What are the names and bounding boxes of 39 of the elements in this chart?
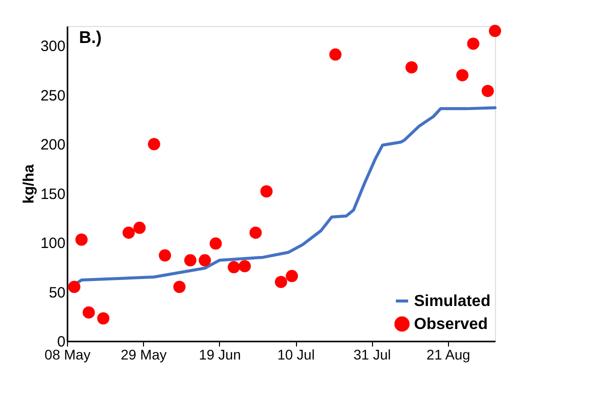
point [148,138,160,150]
point [184,254,196,266]
point [228,261,240,274]
point [158,249,172,262]
point [68,280,80,293]
point [82,306,95,319]
y-axis-title: kg/ha [20,164,38,204]
point [122,226,135,239]
x-tick-label: 29 May [120,346,167,362]
y-tick-label: 300 [40,38,66,56]
legend-label: Simulated [414,293,490,310]
x-tick-label: 10 Jul [277,346,315,362]
point [133,222,146,234]
point [173,280,186,293]
point [405,61,418,74]
point [467,38,480,50]
point [238,260,251,272]
point [456,69,468,82]
y-tick-label: 250 [40,87,66,104]
y-tick-label: 200 [40,136,66,154]
annotation: B.) [79,28,102,47]
point [482,84,494,98]
point [198,254,211,266]
point [97,312,110,324]
y-tick-label: 100 [40,235,66,252]
y-tick-label: 150 [40,186,66,203]
x-tick-label: 21 Aug [426,346,470,362]
y-tick-label: 50 [48,284,66,302]
point [75,233,88,246]
point [329,48,342,61]
x-tick-label: 19 Jun [198,346,241,362]
point [286,270,298,282]
point [210,237,222,250]
x-tick-label: 31 Jul [354,346,391,362]
point [249,226,262,239]
point [274,276,288,288]
point [488,24,502,38]
point [260,185,273,198]
legend-label: Observed [414,316,488,333]
